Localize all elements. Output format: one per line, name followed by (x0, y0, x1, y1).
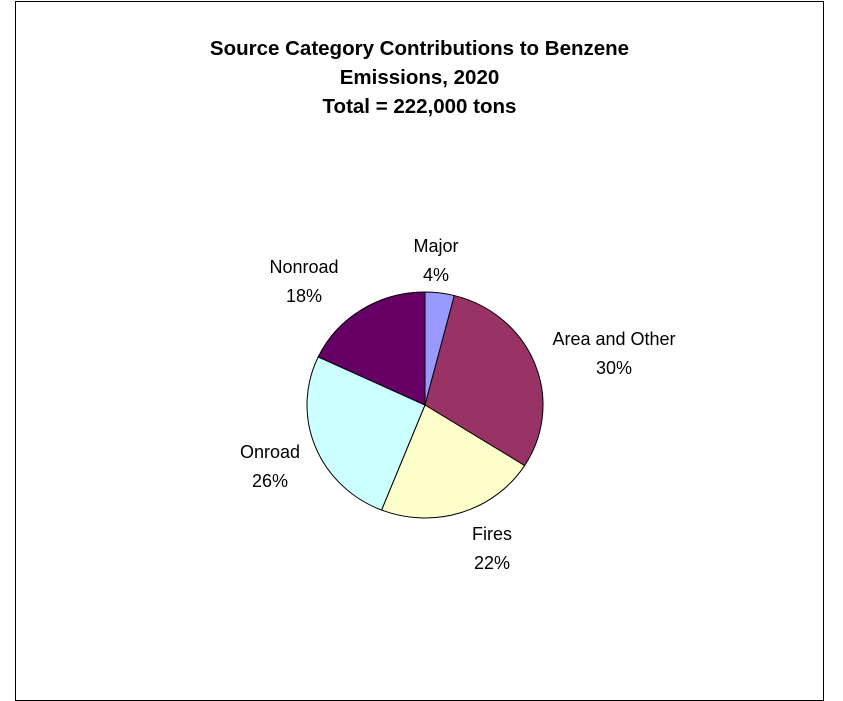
slice-label-major: Major (413, 236, 458, 256)
chart-title-line-1: Source Category Contributions to Benzene (209, 37, 630, 60)
chart-title: Source Category Contributions to Benzene… (15, 34, 824, 121)
pie-slice-onroad (306, 356, 426, 511)
slice-pct-major: 4% (423, 265, 449, 285)
slice-pct-fires: 22% (474, 553, 510, 573)
slice-pct-onroad: 26% (252, 471, 288, 491)
pie-slice-area-and-other (424, 294, 544, 467)
pie-slice-fires (380, 404, 526, 519)
slice-label-onroad: Onroad (240, 442, 300, 462)
slice-label-fires: Fires (472, 524, 512, 544)
pie-slice-nonroad (317, 291, 426, 406)
slice-pct-nonroad: 18% (286, 286, 322, 306)
pie-chart: Major 4% Area and Other 30% Fires 22% Onroad 26… (240, 236, 676, 573)
chart-title-line-3: Total = 222,000 tons (322, 95, 517, 118)
slice-label-area-and-other: Area and Other (552, 329, 675, 349)
slice-pct-area-and-other: 30% (596, 358, 632, 378)
slice-label-nonroad: Nonroad (269, 257, 338, 277)
chart-title-line-2: Emissions, 2020 (339, 66, 500, 89)
